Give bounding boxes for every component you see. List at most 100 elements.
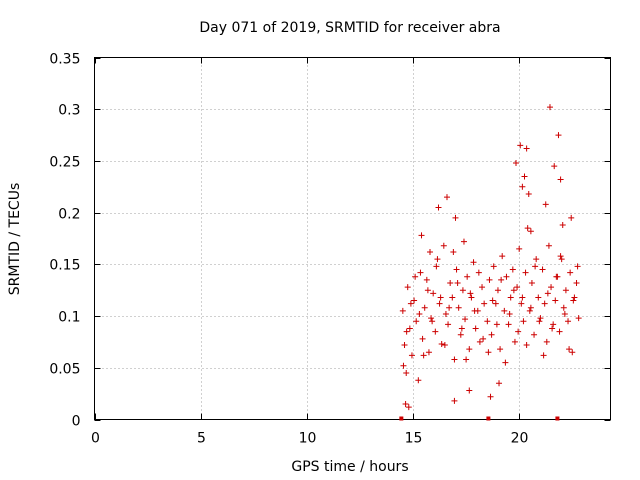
data-point xyxy=(470,259,477,266)
data-point xyxy=(399,307,406,314)
data-point xyxy=(499,253,506,260)
data-point xyxy=(451,397,458,404)
data-point xyxy=(401,342,408,349)
data-point xyxy=(533,256,540,263)
data-point xyxy=(531,331,538,338)
data-point xyxy=(557,253,564,260)
data-point xyxy=(540,352,547,359)
data-point xyxy=(575,315,582,322)
data-point xyxy=(462,316,469,323)
data-point xyxy=(571,294,578,301)
grid-lines xyxy=(94,57,611,420)
data-point xyxy=(452,214,459,221)
data-point xyxy=(511,338,518,345)
data-point xyxy=(507,294,514,301)
data-point xyxy=(562,287,569,294)
plot-frame xyxy=(94,57,611,420)
data-point xyxy=(544,290,551,297)
y-tick-label: 0 xyxy=(72,414,81,430)
data-point xyxy=(501,307,508,314)
data-point xyxy=(450,248,457,255)
rug-marker xyxy=(486,416,491,421)
data-point xyxy=(565,318,572,325)
data-point xyxy=(402,400,409,407)
data-point xyxy=(467,290,474,297)
data-point xyxy=(466,346,473,353)
data-point xyxy=(525,191,532,198)
data-points xyxy=(399,104,582,411)
data-point xyxy=(558,256,565,263)
data-point xyxy=(435,204,442,211)
data-point xyxy=(539,266,546,273)
data-point xyxy=(514,284,521,291)
data-point xyxy=(570,297,577,304)
data-point xyxy=(403,328,410,335)
data-point xyxy=(541,300,548,307)
data-point xyxy=(488,331,495,338)
data-point xyxy=(568,214,575,221)
data-point xyxy=(405,404,412,411)
data-point xyxy=(480,335,487,342)
data-point xyxy=(479,284,486,291)
data-point xyxy=(546,104,553,111)
data-point xyxy=(556,328,563,335)
data-point xyxy=(490,263,497,270)
data-point xyxy=(543,338,550,345)
data-point xyxy=(441,342,448,349)
rug-marker xyxy=(399,416,404,421)
data-point xyxy=(438,340,445,347)
data-point xyxy=(454,279,461,286)
data-point xyxy=(505,321,512,328)
data-point xyxy=(496,380,503,387)
data-point xyxy=(492,300,499,307)
data-point xyxy=(418,232,425,239)
data-point xyxy=(493,321,500,328)
data-point xyxy=(460,238,467,245)
data-point xyxy=(428,315,435,322)
data-point xyxy=(557,176,564,183)
data-point xyxy=(535,294,542,301)
data-point xyxy=(532,263,539,270)
data-point xyxy=(425,349,432,356)
data-point xyxy=(442,311,449,318)
data-point xyxy=(436,300,443,307)
data-point xyxy=(445,321,452,328)
data-point xyxy=(526,307,533,314)
data-point xyxy=(494,287,501,294)
data-point xyxy=(510,287,517,294)
data-point xyxy=(407,300,414,307)
data-point xyxy=(503,273,510,280)
data-point xyxy=(429,318,436,325)
data-point xyxy=(516,245,523,252)
data-point xyxy=(420,352,427,359)
data-point xyxy=(523,342,530,349)
data-point xyxy=(449,294,456,301)
data-point xyxy=(412,273,419,280)
data-point xyxy=(416,311,423,318)
data-point xyxy=(446,304,453,311)
data-point xyxy=(440,242,447,249)
data-point xyxy=(548,284,555,291)
data-point xyxy=(421,304,428,311)
data-point xyxy=(569,349,576,356)
y-tick-label: 0.35 xyxy=(49,52,80,68)
data-point xyxy=(567,269,574,276)
y-tick-label: 0.2 xyxy=(58,207,80,223)
data-point xyxy=(466,387,473,394)
rug-markers xyxy=(399,416,560,421)
data-point xyxy=(545,242,552,249)
data-point xyxy=(497,346,504,353)
data-point xyxy=(468,294,475,301)
data-point xyxy=(423,276,430,283)
x-tick-label: 10 xyxy=(299,431,317,447)
data-point xyxy=(406,325,413,332)
x-tick-label: 20 xyxy=(511,431,529,447)
data-point xyxy=(527,228,534,235)
data-point xyxy=(513,159,520,166)
x-axis-label: GPS time / hours xyxy=(291,459,408,475)
data-point xyxy=(471,307,478,314)
data-point xyxy=(484,318,491,325)
data-point xyxy=(560,304,567,311)
data-point xyxy=(550,321,557,328)
data-point xyxy=(551,163,558,170)
